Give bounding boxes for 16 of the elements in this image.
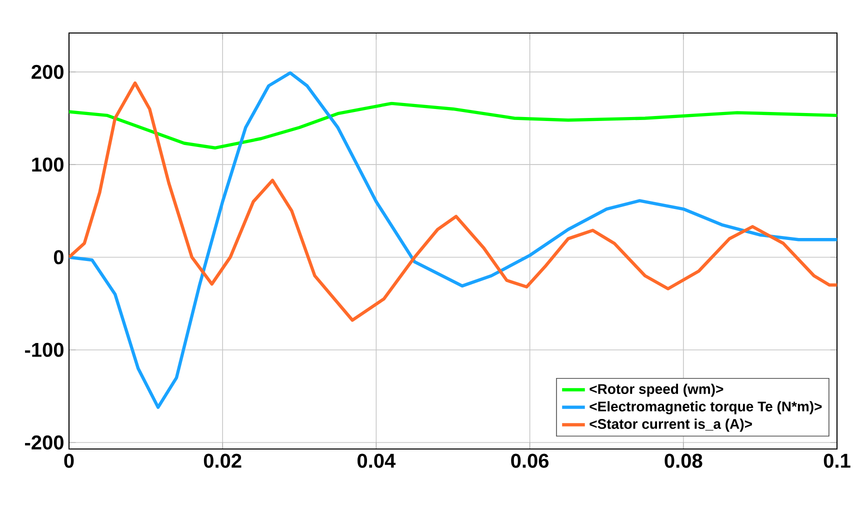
x-tick-label: 0 [64, 454, 74, 468]
x-tick-label: 0.04 [358, 454, 396, 468]
x-tick-label: 0.02 [204, 454, 242, 468]
line-series [69, 102, 838, 150]
line-series [69, 81, 838, 322]
y-tick-label: -100 [25, 342, 64, 357]
legend-label: <Electromagnetic torque Te (N*m)> [590, 401, 822, 414]
y-tick-label: 100 [32, 157, 64, 172]
y-tick-label: 0 [54, 250, 64, 264]
x-tick-label: 0.1 [824, 454, 850, 468]
y-tick-label: -200 [25, 435, 64, 450]
y-tick-label: 200 [32, 64, 64, 79]
x-tick-label: 0.08 [664, 454, 702, 468]
x-tick-label: 0.06 [511, 454, 549, 468]
legend-label: <Rotor speed (wm)> [590, 384, 724, 397]
legend-label: <Stator current is_a (A)> [590, 418, 752, 432]
